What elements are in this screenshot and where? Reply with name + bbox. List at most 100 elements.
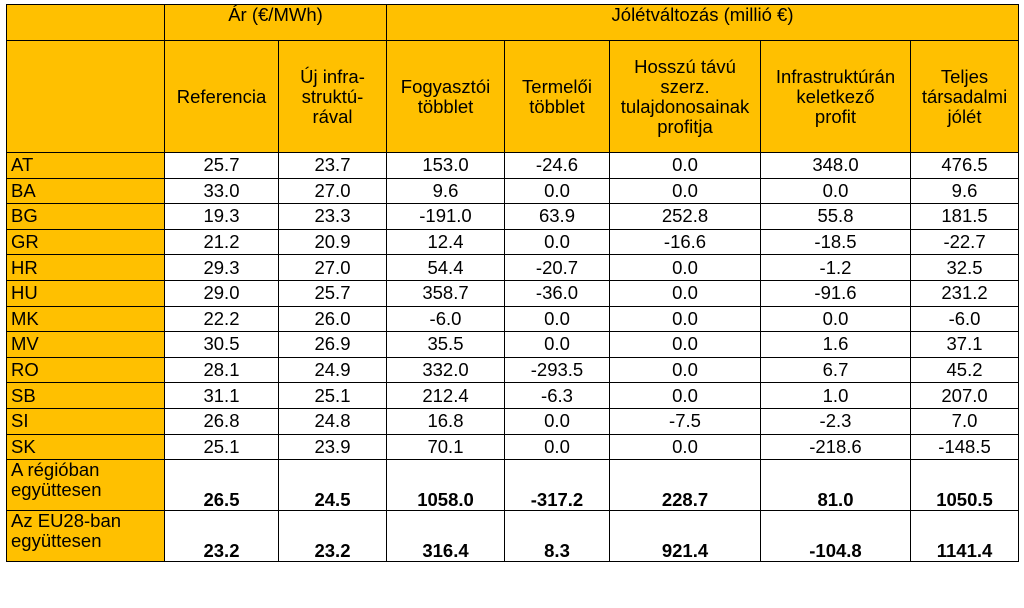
row-label: HR <box>6 254 165 281</box>
row-label: AT <box>6 152 165 179</box>
value-cell: -24.6 <box>504 152 610 179</box>
value-cell: 358.7 <box>386 279 505 307</box>
value-cell: 332.0 <box>386 356 505 384</box>
corner-cell <box>6 4 165 41</box>
value-cell: 24.5 <box>278 459 387 512</box>
value-cell: 23.2 <box>278 510 387 563</box>
row-label-text: SK <box>11 435 36 457</box>
row-label-text: HU <box>11 282 38 304</box>
value-cell: 0.0 <box>504 433 610 461</box>
value-cell: -36.0 <box>504 279 610 307</box>
value-cell: -20.7 <box>504 254 610 281</box>
value-cell: 181.5 <box>909 203 1020 230</box>
row-label-text: AT <box>11 154 34 176</box>
value-cell: 81.0 <box>760 459 911 512</box>
value-cell: 6.7 <box>760 356 911 384</box>
value-cell: 8.3 <box>504 510 610 563</box>
value-cell: 29.0 <box>164 279 279 307</box>
value-cell: 45.2 <box>909 356 1020 384</box>
value-cell: 1141.4 <box>909 510 1020 563</box>
table-row: AT 25.7 23.7 153.0 -24.6 0.0 348.0 476.5 <box>6 152 1020 179</box>
value-cell: 23.7 <box>278 152 387 179</box>
row-label-text: BA <box>11 179 36 201</box>
value-cell: -104.8 <box>760 510 911 563</box>
value-cell: 7.0 <box>909 407 1020 435</box>
value-cell: 252.8 <box>609 203 761 230</box>
value-cell: 26.8 <box>164 407 279 435</box>
value-cell: 0.0 <box>609 305 761 333</box>
row-label: Az EU28-ban együttesen <box>6 510 165 563</box>
row-label: BA <box>6 177 165 205</box>
col-header-consumer-surplus: Fogyasztói többlet <box>386 40 505 153</box>
value-cell: 63.9 <box>504 203 610 230</box>
value-cell: -317.2 <box>504 459 610 512</box>
table-row: RO 28.1 24.9 332.0 -293.5 0.0 6.7 45.2 <box>6 356 1020 384</box>
value-cell: 23.3 <box>278 203 387 230</box>
value-cell: -2.3 <box>760 407 911 435</box>
value-cell: 31.1 <box>164 382 279 409</box>
value-cell: 25.1 <box>278 382 387 409</box>
value-cell: 12.4 <box>386 228 505 256</box>
value-cell: -6.0 <box>909 305 1020 333</box>
value-cell: 35.5 <box>386 331 505 358</box>
table-row: HR 29.3 27.0 54.4 -20.7 0.0 -1.2 32.5 <box>6 254 1020 281</box>
row-label-text: BG <box>11 205 38 227</box>
value-cell: 24.9 <box>278 356 387 384</box>
value-cell: -18.5 <box>760 228 911 256</box>
value-cell: 207.0 <box>909 382 1020 409</box>
table-row: BA 33.0 27.0 9.6 0.0 0.0 0.0 9.6 <box>6 177 1020 205</box>
col-header-label: Referencia <box>176 85 267 107</box>
value-cell: -91.6 <box>760 279 911 307</box>
value-cell: 316.4 <box>386 510 505 563</box>
col-header-label: Fogyasztói többlet <box>400 75 491 117</box>
value-cell: -1.2 <box>760 254 911 281</box>
row-label-text: RO <box>11 359 39 381</box>
welfare-price-table: Ár (€/MWh) Jólétváltozás (millió €) Refe… <box>6 4 1020 563</box>
col-header-label: Termelői többlet <box>522 75 592 117</box>
value-cell: -218.6 <box>760 433 911 461</box>
value-cell: 9.6 <box>386 177 505 205</box>
value-cell: 27.0 <box>278 177 387 205</box>
col-header-new-infrastructure: Új infra- struktú- rával <box>278 40 387 153</box>
value-cell: -16.6 <box>609 228 761 256</box>
value-cell: 26.5 <box>164 459 279 512</box>
value-cell: -7.5 <box>609 407 761 435</box>
welfare-group-header: Jólétváltozás (millió €) <box>385 4 1020 41</box>
value-cell: 0.0 <box>504 407 610 435</box>
value-cell: 28.1 <box>164 356 279 384</box>
value-cell: 54.4 <box>386 254 505 281</box>
value-cell: 26.9 <box>278 331 387 358</box>
table-row: SB 31.1 25.1 212.4 -6.3 0.0 1.0 207.0 <box>6 382 1020 409</box>
value-cell: 55.8 <box>760 203 911 230</box>
value-cell: 0.0 <box>609 331 761 358</box>
value-cell: 0.0 <box>760 305 911 333</box>
row-label: HU <box>6 279 165 307</box>
value-cell: 1.0 <box>760 382 911 409</box>
row-label-text: SB <box>11 384 36 406</box>
table-row: SK 25.1 23.9 70.1 0.0 0.0 -218.6 -148.5 <box>6 433 1020 461</box>
value-cell: 30.5 <box>164 331 279 358</box>
value-cell: -148.5 <box>909 433 1020 461</box>
value-cell: 231.2 <box>909 279 1020 307</box>
col-header-infrastructure-profit: Infrastruktúrán keletkező profit <box>760 40 911 153</box>
value-cell: 19.3 <box>164 203 279 230</box>
summary-row: A régióban együttesen 26.5 24.5 1058.0 -317.… <box>6 459 1020 512</box>
table-row: BG 19.3 23.3 -191.0 63.9 252.8 55.8 181.5 <box>6 203 1020 230</box>
row-label-text: Az EU28-ban együttesen <box>11 510 122 552</box>
row-label-text: MK <box>11 307 39 329</box>
value-cell: 0.0 <box>504 177 610 205</box>
col-header-ltc-holders-profit: Hosszú távú szerz. tulajdonosainak profi… <box>609 40 761 153</box>
value-cell: 0.0 <box>609 382 761 409</box>
table-row: MK 22.2 26.0 -6.0 0.0 0.0 0.0 -6.0 <box>6 305 1020 333</box>
price-group-header: Ár (€/MWh) <box>164 4 387 41</box>
row-label: RO <box>6 356 165 384</box>
value-cell: 0.0 <box>609 356 761 384</box>
value-cell: 0.0 <box>504 228 610 256</box>
value-cell: 37.1 <box>909 331 1020 358</box>
col-header-label: Hosszú távú szerz. tulajdonosainak profi… <box>620 55 750 137</box>
col-header-total-welfare: Teljes társadalmi jólét <box>909 40 1020 153</box>
row-label: SB <box>6 382 165 409</box>
value-cell: 476.5 <box>909 152 1020 179</box>
row-label-text: A régióban együttesen <box>11 459 102 501</box>
value-cell: 33.0 <box>164 177 279 205</box>
